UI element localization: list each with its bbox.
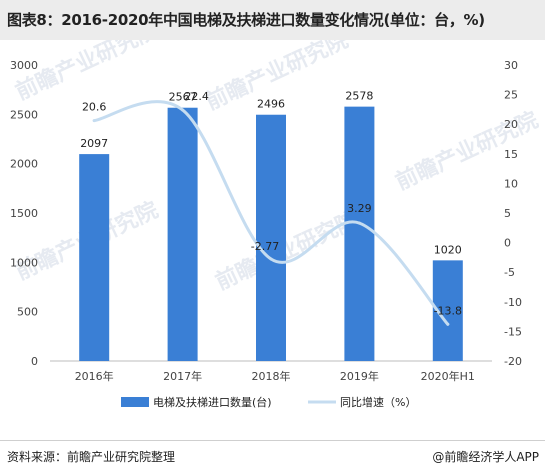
watermark-text: 前瞻产业研究院: [392, 107, 543, 196]
x-axis-tick-label: 2020年H1: [421, 369, 475, 383]
line-point: [357, 221, 361, 225]
legend: 电梯及扶梯进口数量(台) 同比增速（%）: [121, 395, 416, 409]
right-axis-tick-label: 30: [504, 59, 518, 72]
x-axis-tick-label: 2019年: [340, 369, 379, 383]
right-axis-tick-label: -10: [504, 296, 522, 309]
brand-credit: @前瞻经济学人APP: [432, 450, 539, 464]
legend-bar-label: 电梯及扶梯进口数量(台): [153, 395, 272, 409]
left-axis-tick-label: 1500: [10, 207, 38, 220]
watermark-text: 前瞻产业研究院: [212, 207, 363, 296]
right-axis-tick-label: -5: [504, 266, 515, 279]
right-axis-tick-label: 0: [504, 237, 511, 250]
bar: [79, 154, 110, 361]
source-note: 资料来源：前瞻产业研究院整理: [7, 450, 176, 464]
chart: 前瞻产业研究院前瞻产业研究院前瞻产业研究院前瞻产业研究院前瞻产业研究院 0500…: [10, 40, 543, 409]
line-point: [269, 257, 273, 261]
line-data-label: 22.4: [184, 90, 209, 103]
footer-divider: [0, 440, 545, 441]
x-axis-tick-label: 2016年: [75, 369, 114, 383]
left-axis-tick-label: 2000: [10, 158, 38, 171]
line-point: [446, 322, 450, 326]
right-axis-tick-label: 5: [504, 207, 511, 220]
bar: [344, 106, 375, 362]
legend-bar-swatch: [121, 397, 149, 407]
title-bar: 图表8：2016-2020年中国电梯及扶梯进口数量变化情况(单位：台，%): [0, 0, 545, 40]
data-labels: 2097 2567 2496 2578 1020 20.6 22.4 -2.77 3.29 -13…: [80, 90, 462, 318]
right-axis-tick-label: 20: [504, 118, 518, 131]
legend-line-label: 同比增速（%）: [340, 395, 416, 409]
right-axis-tick-label: 15: [504, 148, 518, 161]
bar-data-label: 2567: [169, 91, 197, 104]
bar-data-label: 2097: [80, 137, 108, 150]
left-axis-tick-label: 3000: [10, 59, 38, 72]
left-axis-tick-label: 2500: [10, 108, 38, 121]
left-axis-tick-label: 1000: [10, 256, 38, 269]
axes: 0 500 1000 1500 2000 2500 3000 -20 -15 -10 -5 0 5 10 1…: [10, 59, 522, 383]
right-axis-tick-label: -15: [504, 325, 522, 338]
line-data-label: 20.6: [82, 101, 107, 114]
page-title: 图表8：2016-2020年中国电梯及扶梯进口数量变化情况(单位：台，%): [7, 11, 485, 29]
line-point: [92, 119, 96, 123]
bar: [256, 114, 286, 361]
line-data-label: -2.77: [251, 240, 279, 253]
right-axis-tick-label: -20: [504, 355, 522, 368]
left-axis-tick-label: 500: [17, 306, 38, 319]
x-axis-tick-label: 2017年: [163, 369, 202, 383]
watermark-text: 前瞻产业研究院: [12, 40, 163, 105]
line-point: [181, 108, 185, 112]
line-series: [92, 100, 450, 326]
bar-data-label: 2496: [257, 98, 285, 111]
right-axis-tick-label: 25: [504, 89, 518, 102]
bar-data-label: 1020: [434, 243, 462, 256]
bar: [167, 107, 198, 362]
line-data-label: 3.29: [347, 202, 372, 215]
line-data-label: -13.8: [434, 304, 462, 317]
x-axis-tick-label: 2018年: [252, 369, 291, 383]
bar-series: [79, 106, 463, 362]
right-axis-tick-label: 10: [504, 177, 518, 190]
bar-data-label: 2578: [345, 90, 373, 103]
left-axis-tick-label: 0: [31, 355, 38, 368]
